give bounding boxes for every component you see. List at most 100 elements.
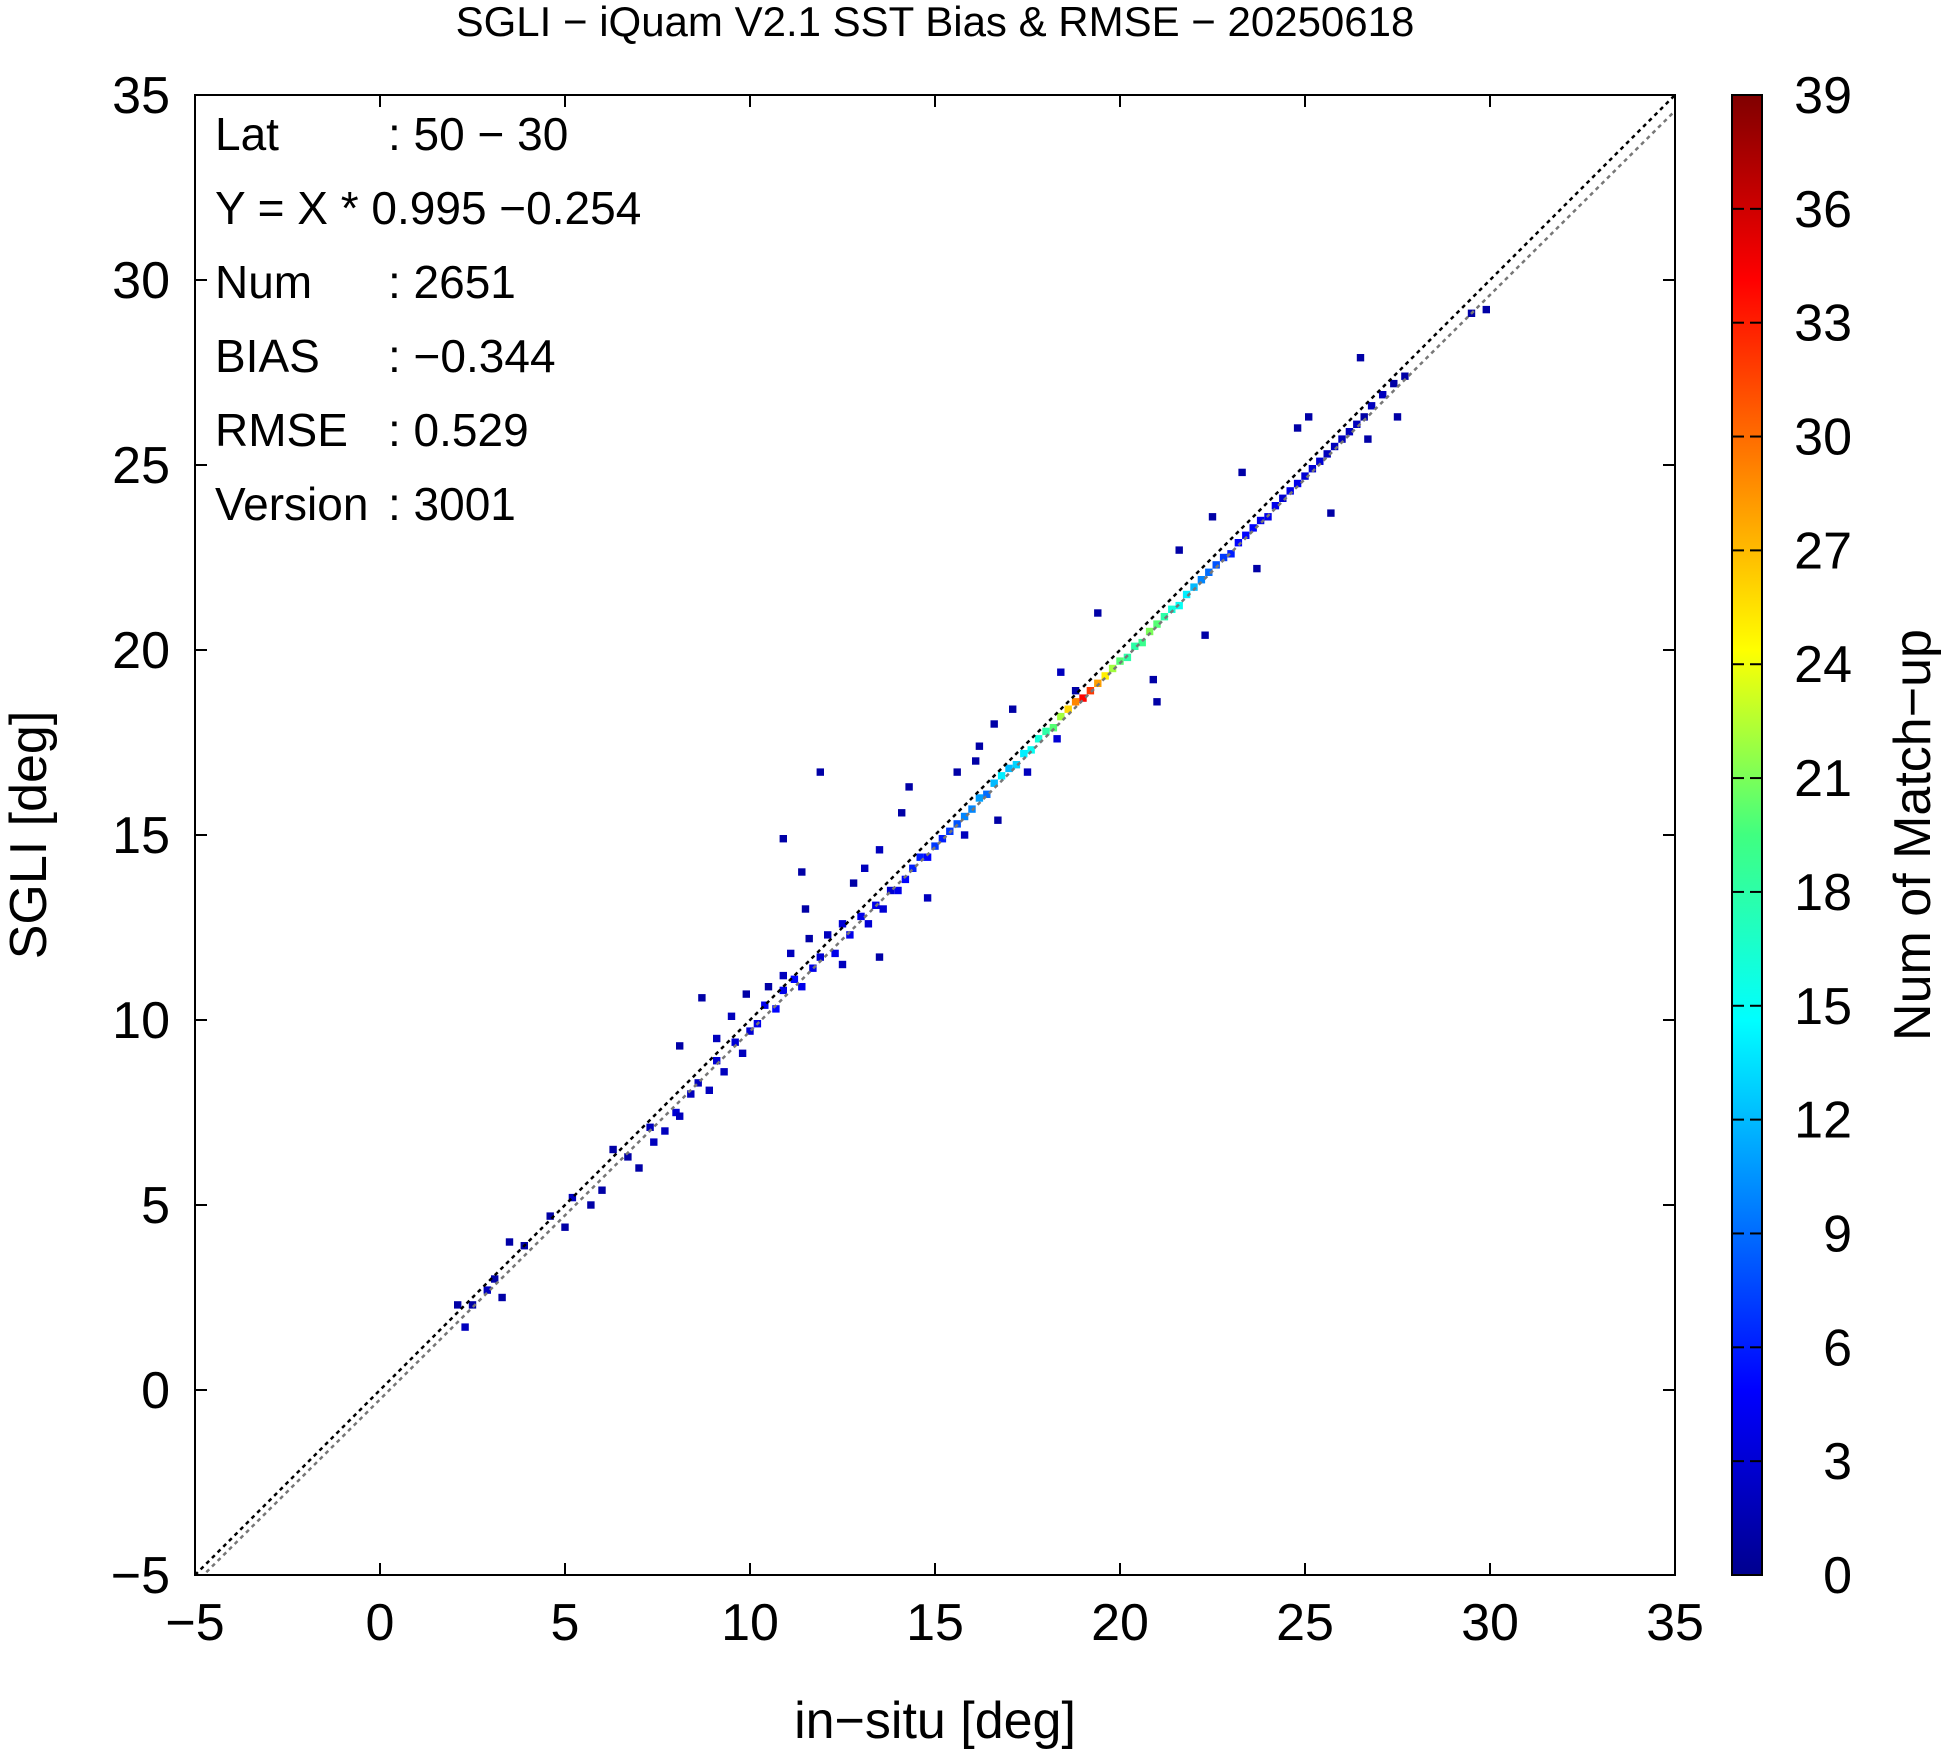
heatmap-bin [1086,687,1095,695]
heatmap-bin [1205,568,1213,576]
x-axis: −5 0 5 10 15 20 25 30 35 [165,95,1704,1652]
heatmap-bin [960,831,969,839]
heatmap-bin [1301,472,1309,480]
heatmap-bin [764,983,773,991]
stat-label: Lat [215,108,279,160]
x-tick-label: 35 [1646,1594,1704,1652]
colorbar-tick-label: 3 [1823,1433,1852,1491]
heatmap-bin [676,1112,684,1120]
heatmap-bin [698,994,706,1002]
stats-box: Lat: 50 − 30 Y = X * 0.995 −0.254 Num: 265… [215,108,641,530]
heatmap-bin [1286,487,1294,495]
heatmap-bin [1153,620,1161,628]
heatmap-bin [713,1057,721,1065]
colorbar-tick-label: 24 [1794,636,1852,694]
heatmap-bin [1271,502,1280,510]
stat-label: Y = X * 0.995 −0.254 [215,182,641,234]
heatmap-bin [994,816,1002,824]
heatmap-bin [498,1293,506,1302]
heatmap-bin [1101,672,1109,680]
heatmap-bin [1168,605,1176,613]
stat-label: Num [215,256,312,308]
heatmap-bin [1182,590,1191,599]
heatmap-bin [491,1275,499,1283]
heatmap-bin [1020,749,1028,758]
stat-label: Version [215,478,368,530]
heatmap-bin [1160,613,1169,621]
heatmap-bin [1330,442,1339,451]
heatmap-bin [720,1068,728,1076]
heatmap-bin [609,1145,617,1154]
heatmap-bin [838,920,847,928]
heatmap-bin [990,779,998,787]
heatmap-bin [454,1301,462,1309]
x-tick-label: 0 [366,1594,395,1652]
heatmap-bin [738,1049,747,1057]
heatmap-bin [1379,391,1387,399]
heatmap-bin [997,772,1006,780]
heatmap-bin [938,835,947,843]
heatmap-bin [983,790,991,798]
heatmap-bin [864,920,873,928]
heatmap-bin [916,853,924,861]
heatmap-bin [1053,735,1061,743]
heatmap-bin [1393,413,1402,421]
heatmap-bin [1308,465,1317,473]
heatmap-bin [779,986,787,995]
heatmap-bin [816,953,824,961]
heatmap-bin [1293,479,1302,488]
heatmap-bin [909,864,917,872]
heatmap-bin [746,1027,754,1035]
y-tick-label: 25 [112,437,170,495]
x-tick-label: 5 [551,1594,580,1652]
heatmap-bin [1212,561,1220,569]
colorbar-tick-label: 6 [1823,1319,1852,1377]
heatmap-bin [1197,576,1206,584]
colorbar-tick-label: 36 [1794,181,1852,239]
heatmap-bin [727,1012,736,1020]
heatmap-bin [816,768,824,776]
x-axis-label: in−situ [deg] [794,1692,1076,1750]
stat-label: RMSE [215,404,348,456]
heatmap-bin [875,953,884,961]
heatmap-bins [454,305,1490,1331]
colorbar-tick-label: 27 [1794,522,1852,580]
heatmap-bin [886,886,895,895]
heatmap-bin [561,1223,569,1231]
heatmap-bin [1327,509,1335,517]
colorbar-label: Num of Match−up [1884,629,1942,1041]
heatmap-bin [787,949,795,958]
heatmap-bin [1242,531,1250,539]
heatmap-bin [635,1164,643,1172]
heatmap-bin [694,1079,702,1087]
heatmap-bin [676,1042,684,1050]
heatmap-bin [931,842,939,850]
heatmap-bin [1401,372,1409,380]
heatmap-bin [546,1212,554,1220]
heatmap-bin [1238,468,1246,477]
heatmap-bin [1353,420,1361,428]
heatmap-bin [1253,564,1261,573]
heatmap-bin [779,971,787,980]
heatmap-bin [1323,450,1331,458]
heatmap-bin [1219,553,1228,562]
heatmap-bin [1079,694,1087,702]
heatmap-bin [1064,705,1072,713]
heatmap-bin [772,1005,780,1013]
heatmap-bin [923,894,932,902]
heatmap-bin [1249,524,1257,532]
heatmap-bin [1227,550,1235,558]
heatmap-bin [790,975,799,983]
heatmap-bin [875,846,884,854]
y-tick-label: 0 [141,1362,170,1420]
x-tick-label: 30 [1461,1594,1519,1652]
heatmap-bin [646,1123,654,1131]
stat-value: : 3001 [388,478,516,530]
heatmap-bin [824,931,832,939]
heatmap-bin [898,809,906,817]
heatmap-bin [1208,513,1217,521]
heatmap-bin [1482,305,1490,314]
regression-line [201,109,1675,1575]
heatmap-bin [975,742,984,750]
